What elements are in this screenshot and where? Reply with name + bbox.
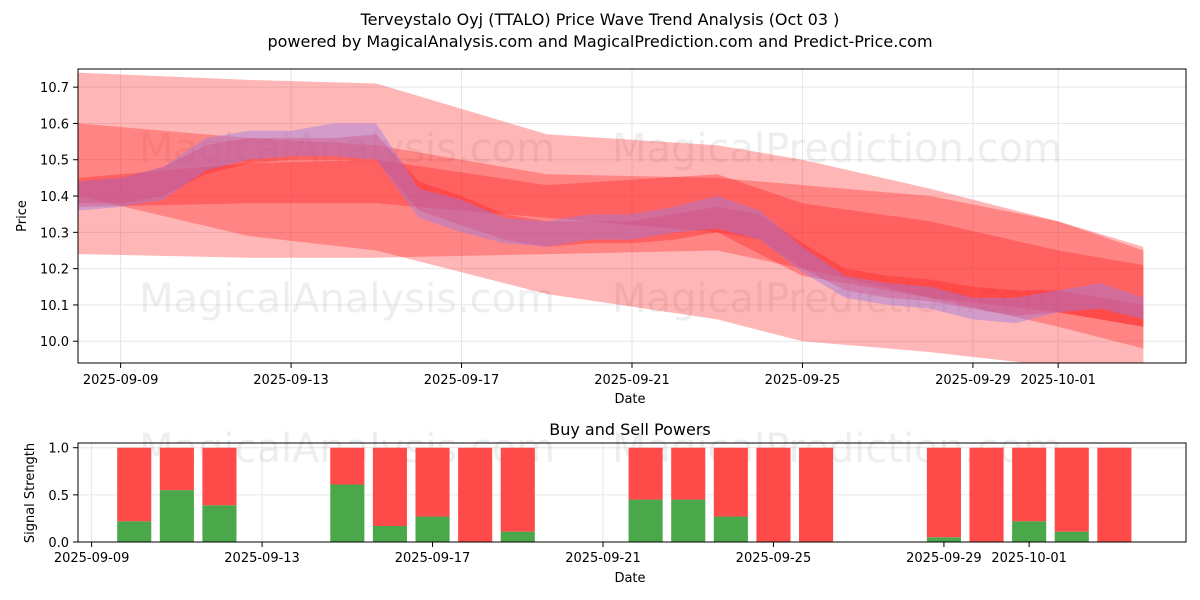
signal-x-ticks: 2025-09-09 2025-09-13 2025-09-17 2025-09-21… — [54, 542, 1067, 566]
chart-title: Terveystalo Oyj (TTALO) Price Wave Trend… — [360, 10, 840, 29]
price-y-tick-label: 10.1 — [40, 299, 69, 314]
sell-bar — [500, 447, 535, 532]
watermark-prediction-mid: MagicalPrediction.com — [612, 276, 1062, 322]
buy-bar — [1012, 521, 1047, 542]
signal-y-tick-label: 0.5 — [48, 489, 69, 504]
sell-bar — [799, 447, 834, 542]
band-wide-band-1 — [78, 72, 1144, 349]
sell-bar — [713, 447, 748, 517]
price-y-tick-label: 10.6 — [40, 117, 69, 132]
price-x-tick-label: 2025-10-01 — [1020, 373, 1096, 388]
signal-y-tick-label: 0.0 — [48, 536, 69, 551]
watermark-prediction-top: MagicalPrediction.com — [612, 126, 1062, 172]
sell-bar — [756, 447, 791, 542]
signal-plot-frame — [77, 442, 1187, 543]
sell-bar — [1012, 447, 1047, 522]
signal-chart-title: Buy and Sell Powers — [549, 420, 711, 439]
sell-bar — [372, 447, 407, 526]
price-y-tick-label: 10.7 — [40, 81, 69, 96]
signal-x-axis-label: Date — [614, 571, 645, 586]
price-y-axis-label: Price — [15, 200, 30, 232]
price-y-tick-label: 10.0 — [40, 335, 69, 350]
price-x-tick-label: 2025-09-21 — [594, 373, 670, 388]
price-bands — [78, 72, 1144, 363]
price-y-ticks: 10.0 10.1 10.2 10.3 10.4 10.5 10.6 10.7 — [40, 81, 78, 350]
chart-subtitle: powered by MagicalAnalysis.com and Magic… — [267, 32, 932, 51]
buy-bar — [330, 484, 365, 542]
buy-bar — [926, 537, 961, 542]
price-bands-clipped — [78, 72, 1144, 363]
signal-y-ticks: 0.0 0.5 1.0 — [48, 442, 78, 551]
price-y-tick-label: 10.2 — [40, 263, 69, 278]
buy-bar — [372, 525, 407, 542]
signal-x-tick-label: 2025-09-13 — [224, 551, 300, 566]
buy-bar — [202, 505, 237, 542]
watermark-analysis-top: MagicalAnalysis.com — [139, 126, 555, 172]
buy-bar — [671, 499, 706, 542]
signal-x-tick-label: 2025-09-09 — [54, 551, 130, 566]
buy-bar — [415, 516, 450, 542]
sell-bar — [330, 447, 365, 485]
price-x-tick-label: 2025-09-17 — [424, 373, 500, 388]
price-y-tick-label: 10.5 — [40, 154, 69, 169]
price-y-tick-label: 10.3 — [40, 226, 69, 241]
buy-bar — [1054, 531, 1089, 542]
buy-bar — [713, 516, 748, 542]
band-mid-band — [78, 159, 1144, 327]
signal-bars — [117, 447, 1132, 542]
sell-bar — [415, 447, 450, 517]
price-x-tick-label: 2025-09-09 — [83, 373, 159, 388]
price-x-tick-label: 2025-09-13 — [253, 373, 329, 388]
signal-x-tick-label: 2025-09-29 — [906, 551, 982, 566]
signal-x-tick-label: 2025-10-01 — [991, 551, 1067, 566]
sell-bar — [202, 447, 237, 506]
price-x-ticks: 2025-09-09 2025-09-13 2025-09-17 2025-09-21… — [83, 363, 1096, 388]
buy-bar — [159, 490, 194, 542]
price-panel: MagicalAnalysis.com MagicalPrediction.co… — [15, 68, 1187, 407]
price-x-tick-label: 2025-09-25 — [765, 373, 841, 388]
signal-panel: Buy and Sell Powers MagicalAnalysis.com … — [23, 420, 1187, 586]
sell-bar — [1054, 447, 1089, 532]
price-watermarks: MagicalAnalysis.com MagicalPrediction.co… — [139, 126, 1062, 322]
signal-x-tick-label: 2025-09-25 — [736, 551, 812, 566]
price-grid — [78, 69, 1186, 363]
band-wide-band-2 — [78, 123, 1144, 363]
sell-bar — [1097, 447, 1132, 542]
sell-bar — [458, 447, 493, 542]
sell-bar — [117, 447, 152, 522]
signal-y-tick-label: 1.0 — [48, 442, 69, 457]
buy-bar — [628, 499, 663, 542]
buy-bar — [117, 521, 152, 542]
buy-bar — [500, 531, 535, 542]
signal-y-axis-label: Signal Strength — [23, 443, 38, 543]
watermark-analysis-mid: MagicalAnalysis.com — [139, 276, 555, 322]
price-x-axis-label: Date — [614, 392, 645, 407]
signal-x-tick-label: 2025-09-17 — [395, 551, 471, 566]
price-x-tick-label: 2025-09-29 — [935, 373, 1011, 388]
band-price-wave-purple — [78, 123, 1144, 324]
sell-bar — [159, 447, 194, 491]
sell-bar — [628, 447, 663, 500]
sell-bar — [926, 447, 961, 538]
signal-x-tick-label: 2025-09-21 — [565, 551, 641, 566]
sell-bar — [671, 447, 706, 500]
price-y-tick-label: 10.4 — [40, 190, 69, 205]
band-price-wave-red — [78, 134, 1144, 327]
sell-bar — [969, 447, 1004, 542]
